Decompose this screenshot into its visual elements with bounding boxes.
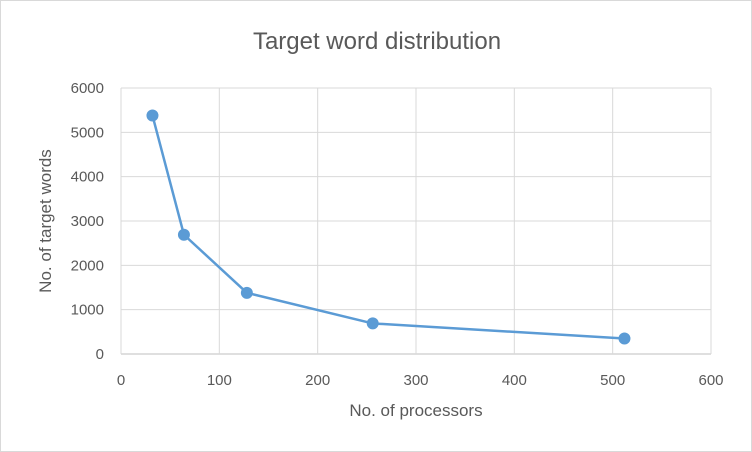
x-tick-label: 500: [600, 372, 625, 389]
y-axis-label: No. of target words: [36, 149, 55, 293]
y-tick-label: 1000: [71, 302, 104, 319]
y-axis-ticks: 0 1000 2000 3000 4000 5000 6000: [71, 80, 104, 363]
x-tick-label: 200: [305, 372, 330, 389]
data-point: [366, 317, 379, 330]
x-tick-label: 400: [502, 372, 527, 389]
data-point: [146, 109, 159, 122]
x-axis-label: No. of processors: [349, 401, 482, 420]
x-tick-label: 0: [117, 372, 125, 389]
y-tick-label: 6000: [71, 80, 104, 97]
x-tick-label: 600: [698, 372, 723, 389]
x-axis-ticks: 0 100 200 300 400 500 600: [117, 372, 724, 389]
chart-title: Target word distribution: [253, 28, 501, 55]
data-point: [618, 332, 631, 345]
series-line: [151, 115, 625, 340]
y-tick-label: 2000: [71, 257, 104, 274]
y-tick-label: 3000: [71, 213, 104, 230]
data-point: [240, 286, 253, 299]
y-tick-label: 5000: [71, 124, 104, 141]
x-tick-label: 300: [403, 372, 428, 389]
x-tick-label: 100: [207, 372, 232, 389]
y-tick-label: 0: [96, 346, 104, 363]
y-tick-label: 4000: [71, 169, 104, 186]
data-point: [177, 228, 190, 241]
data-series: [146, 109, 631, 345]
gridlines: [120, 87, 712, 355]
